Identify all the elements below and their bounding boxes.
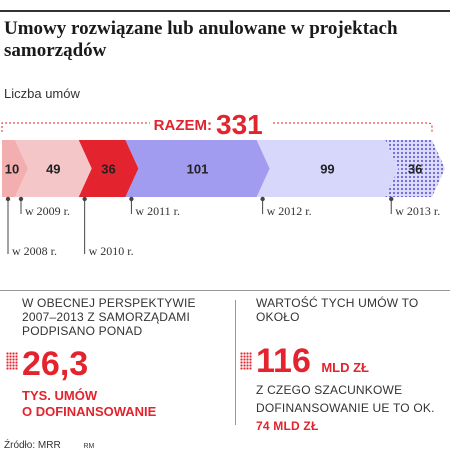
total-bracket xyxy=(1,122,433,132)
data-label: 36 xyxy=(101,162,115,177)
bar-segment xyxy=(385,140,445,197)
tick-label: w 2011 r. xyxy=(135,204,180,218)
right-panel-note-block: Z CZEGO SZACUNKOWE DOFINANSOWANIE UE TO … xyxy=(256,381,441,435)
total-label-bg xyxy=(150,110,272,136)
data-label: 49 xyxy=(46,162,60,177)
left-panel: W OBECNEJ PERSPEKTYWIE 2007–2013 Z SAMOR… xyxy=(22,296,222,338)
dots-icon xyxy=(240,352,252,370)
tick-label: w 2009 r. xyxy=(25,204,70,218)
tick-label: w 2012 r. xyxy=(267,204,312,218)
bar-segment xyxy=(2,140,28,197)
right-panel-note: Z CZEGO SZACUNKOWE DOFINANSOWANIE UE TO … xyxy=(256,383,435,415)
year-dot xyxy=(82,196,87,202)
right-panel-note-value: 74 MLD ZŁ xyxy=(256,419,319,433)
bar-segment xyxy=(14,140,92,197)
bar-segment xyxy=(78,140,139,197)
left-panel-unit-2: O DOFINANSOWANIE xyxy=(22,404,157,419)
data-label: 99 xyxy=(320,162,334,177)
right-panel-text: WARTOŚĆ TYCH UMÓW TO OKOŁO xyxy=(256,296,419,324)
right-panel-value-row: 116 MLD ZŁ xyxy=(256,344,369,378)
year-dot xyxy=(389,196,394,202)
data-label: 101 xyxy=(187,162,209,177)
year-dot xyxy=(5,196,11,202)
left-panel-text: W OBECNEJ PERSPEKTYWIE 2007–2013 Z SAMOR… xyxy=(22,296,196,338)
year-dot xyxy=(260,196,265,202)
credit-text: RM xyxy=(83,443,95,450)
left-panel-unit-1: TYS. UMÓW xyxy=(22,388,98,403)
bar-segment xyxy=(256,140,399,197)
tick-label: w 2013 r. xyxy=(395,204,440,218)
top-rule xyxy=(0,10,450,12)
year-dot xyxy=(129,196,134,202)
right-panel-value: 116 xyxy=(256,342,311,380)
right-panel-unit: MLD ZŁ xyxy=(321,360,369,375)
chart-subtitle: Liczba umów xyxy=(4,86,80,101)
dots-icon xyxy=(6,352,18,370)
source-text: Źródło: MRR xyxy=(4,440,61,451)
data-label: 36 xyxy=(408,162,422,177)
stacked-bar-chart: RAZEM: 331 10 49 36 101 99 36 w 2008 r. w 2009 r.… xyxy=(1,109,445,258)
total-value: 331 xyxy=(216,109,263,140)
tick-label: w 2010 r. xyxy=(89,244,134,258)
section-divider xyxy=(0,290,450,291)
tick-label: w 2008 r. xyxy=(12,244,57,258)
chart-title: Umowy rozwiązane lub anulowane w projekt… xyxy=(4,18,398,61)
left-panel-value: 26,3 xyxy=(22,345,89,383)
total-label: RAZEM: xyxy=(154,117,212,134)
panel-divider xyxy=(235,300,236,425)
year-dot xyxy=(18,196,24,202)
right-panel: WARTOŚĆ TYCH UMÓW TO OKOŁO xyxy=(256,296,446,324)
bar-segment xyxy=(125,140,270,197)
data-label: 10 xyxy=(5,162,19,177)
footer: Źródło: MRR RM xyxy=(4,440,94,451)
